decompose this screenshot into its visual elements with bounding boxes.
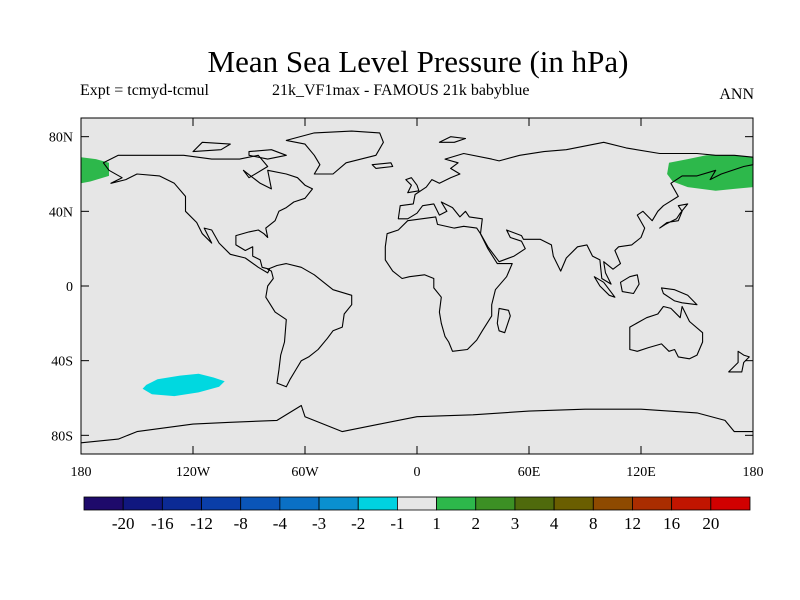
- x-tick-label: 180: [743, 465, 764, 480]
- coastline-new-guinea: [660, 287, 698, 306]
- colorbar-label: -8: [234, 514, 248, 533]
- season-label: ANN: [719, 86, 754, 103]
- colorbar-swatch: [122, 496, 163, 511]
- colorbar-label: 1: [432, 514, 441, 533]
- colorbar-label: -16: [151, 514, 174, 533]
- experiment-label: Expt = tcmyd-tcmul: [80, 82, 209, 99]
- colorbar-swatch: [592, 496, 633, 511]
- colorbar-swatch: [318, 496, 359, 511]
- colorbar-swatch: [632, 496, 673, 511]
- colorbar-swatch: [671, 496, 712, 511]
- comparison-label: 21k_VF1max - FAMOUS 21k babyblue: [272, 82, 530, 99]
- coastline-canadian-islands-1: [248, 149, 287, 160]
- colorbar-swatch: [710, 496, 751, 511]
- coastline-new-zealand: [728, 350, 750, 373]
- x-tick-label: 180: [71, 465, 92, 480]
- map-title: Mean Sea Level Pressure (in hPa): [207, 44, 629, 79]
- colorbar-label: 3: [511, 514, 520, 533]
- colorbar-swatch: [201, 496, 242, 511]
- colorbar-swatch: [436, 496, 477, 511]
- colorbar-swatch: [514, 496, 555, 511]
- colorbar-swatch: [475, 496, 516, 511]
- y-tick-label: 0: [66, 280, 73, 295]
- coastline-sumatra: [593, 276, 616, 298]
- colorbar-label: -4: [273, 514, 288, 533]
- coastline-eurasia: [397, 141, 754, 285]
- coastline-north-america: [102, 154, 314, 274]
- colorbar-swatch: [83, 496, 124, 511]
- y-tick-label: 80N: [49, 131, 73, 146]
- coastline-greenland: [285, 130, 384, 175]
- colorbar-label: -12: [190, 514, 213, 533]
- x-tick-label: 60W: [291, 465, 319, 480]
- colorbar-swatch: [279, 496, 320, 511]
- coastline-svalbard: [438, 136, 467, 143]
- colorbar-label: -1: [390, 514, 404, 533]
- colorbar-label: 20: [702, 514, 719, 533]
- colorbar-swatch: [397, 496, 437, 511]
- colorbar-label: 12: [624, 514, 641, 533]
- colorbar-swatch: [161, 496, 202, 511]
- colorbar-label: -3: [312, 514, 326, 533]
- colorbar-label: 4: [550, 514, 559, 533]
- map-background: [81, 118, 753, 454]
- colorbar-swatch: [240, 496, 281, 511]
- coastline-iceland: [371, 162, 394, 169]
- x-tick-label: 0: [414, 465, 421, 480]
- x-tick-label: 120W: [176, 465, 211, 480]
- colorbar-swatch: [553, 496, 594, 511]
- coastline-canadian-islands-2: [192, 141, 231, 153]
- coastline-africa: [384, 216, 513, 352]
- anomaly-region-north-pacific-positive-east: [667, 155, 753, 191]
- colorbar-swatch: [357, 496, 398, 511]
- coastline-south-america: [265, 263, 353, 388]
- x-tick-label: 60E: [518, 465, 541, 480]
- colorbar-label: 2: [472, 514, 481, 533]
- y-tick-label: 40N: [49, 205, 73, 220]
- coastline-madagascar: [496, 307, 511, 334]
- y-tick-label: 40S: [51, 355, 73, 370]
- colorbar-label: 16: [663, 514, 680, 533]
- coastline-japan: [659, 203, 689, 229]
- y-tick-label: 80S: [51, 429, 73, 444]
- coastline-uk: [405, 177, 420, 194]
- colorbar-label: -2: [351, 514, 365, 533]
- colorbar-label: -20: [112, 514, 135, 533]
- coastline-antarctica: [80, 404, 753, 444]
- coastline-australia: [629, 305, 704, 360]
- x-tick-label: 120E: [626, 465, 656, 480]
- anomaly-region-south-pacific-negative: [142, 373, 225, 397]
- anomaly-region-north-pacific-positive-west: [81, 157, 109, 184]
- coastline-borneo: [619, 274, 640, 295]
- colorbar-label: 8: [589, 514, 598, 533]
